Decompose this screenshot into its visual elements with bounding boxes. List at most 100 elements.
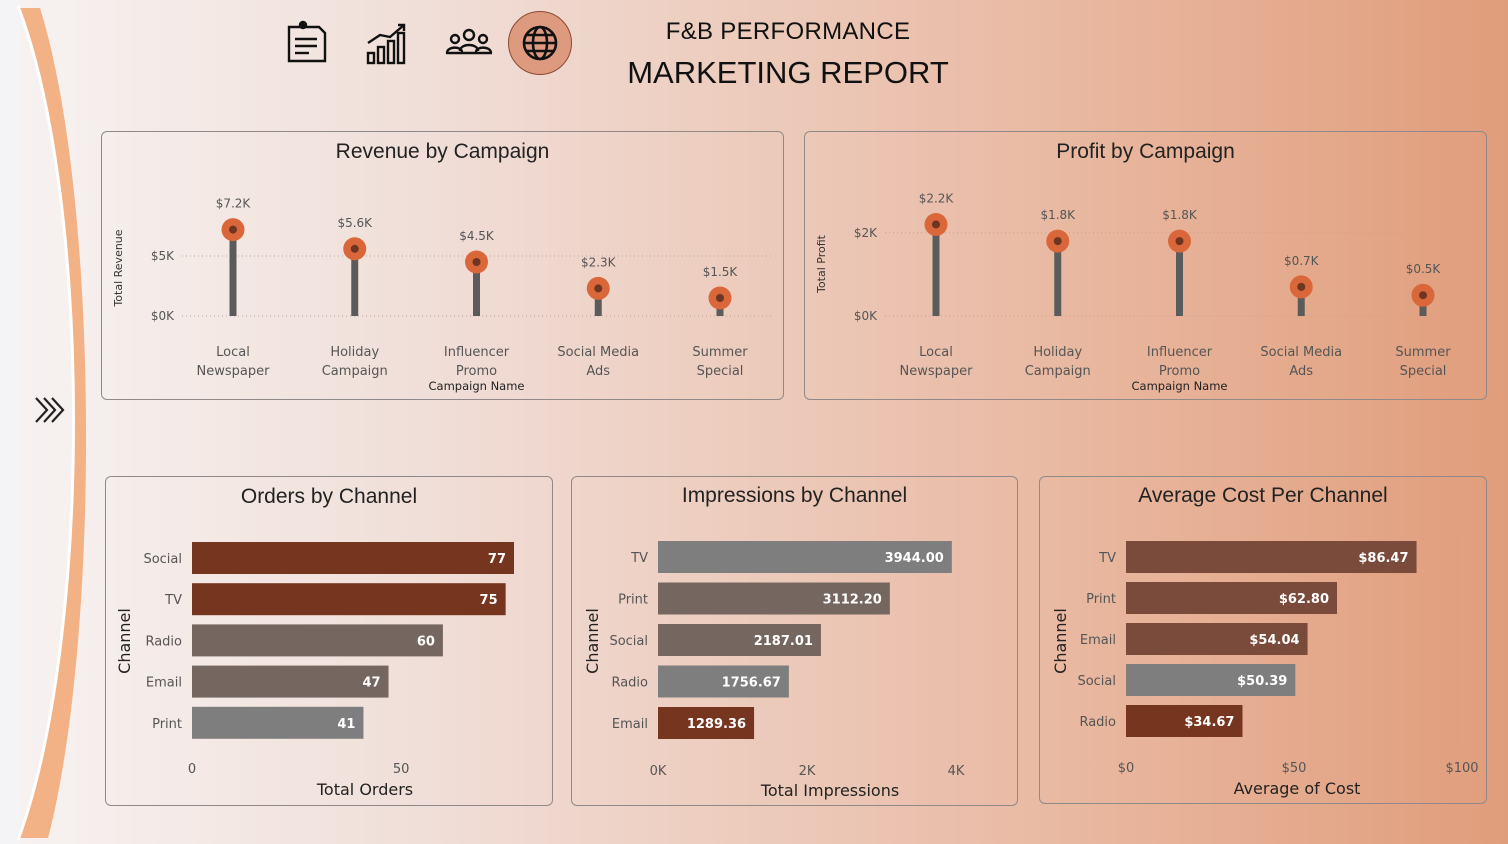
bar xyxy=(1126,623,1308,655)
y-axis-title: Channel xyxy=(583,608,602,674)
bar xyxy=(658,665,789,698)
x-tick-label: Newspaper xyxy=(900,364,974,379)
data-label: $1.8K xyxy=(1162,208,1198,222)
x-tick-label: Summer xyxy=(692,345,748,360)
globe-icon[interactable] xyxy=(508,11,572,75)
lollipop-center xyxy=(594,284,603,293)
lollipop-stem xyxy=(1297,286,1305,316)
bar xyxy=(658,624,821,656)
data-label: $2.2K xyxy=(919,191,955,205)
data-label: $1.8K xyxy=(1040,208,1076,222)
x-axis-title: Campaign Name xyxy=(1132,379,1228,393)
x-tick-label: Promo xyxy=(1159,364,1200,379)
data-label: $62.80 xyxy=(1279,592,1329,607)
clipboard-icon[interactable] xyxy=(278,14,336,72)
orders-card[interactable]: Orders by Channel Channel 77 Social 75 TV 60 R… xyxy=(105,476,553,806)
x-tick-label: Local xyxy=(216,345,250,360)
revenue-chart: Total Revenue $0K $5K $7.2K Local Newspaper $5… xyxy=(112,197,774,393)
bar xyxy=(658,541,952,573)
profit-chart: Total Profit $0K $2K $2.2K Local Newspaper $1.… xyxy=(815,191,1477,393)
x-tick-label: Summer xyxy=(1395,345,1451,360)
report-title: MARKETING REPORT xyxy=(627,55,949,90)
data-label: $7.2K xyxy=(216,197,252,211)
x-tick-label: Holiday xyxy=(330,345,379,360)
lollipop-center xyxy=(229,225,237,234)
bar xyxy=(1126,705,1243,737)
side-panel xyxy=(16,5,87,841)
people-icon[interactable] xyxy=(440,14,498,72)
y-tick-label: Print xyxy=(1086,592,1116,607)
data-label: 1756.67 xyxy=(722,676,781,691)
bar xyxy=(1126,541,1417,573)
profit-card[interactable]: Profit by Campaign Total Profit $0K $2K $2.… xyxy=(804,131,1487,400)
bar-growth-icon[interactable] xyxy=(358,14,416,72)
lollipop-center xyxy=(350,244,359,253)
x-tick-label: 50 xyxy=(393,762,410,777)
report-subtitle: F&B PERFORMANCE xyxy=(665,18,911,45)
y-tick-label: Email xyxy=(146,676,182,691)
impressions-card[interactable]: Impressions by Channel Channel 3944.00 TV 3… xyxy=(571,476,1018,806)
avgcost-chart-title: Average Cost Per Channel xyxy=(1138,484,1388,507)
revenue-chart-title: Revenue by Campaign xyxy=(335,140,550,163)
lollipop-stem xyxy=(351,248,359,316)
bar xyxy=(192,624,443,657)
data-label: $1.5K xyxy=(703,265,739,279)
x-tick-label: Newspaper xyxy=(197,364,271,379)
y-tick-label: Social xyxy=(609,634,648,649)
avgcost-chart: Channel $86.47 TV $62.80 Print $54.04 Email $50… xyxy=(1051,533,1479,798)
x-tick-label: Holiday xyxy=(1033,345,1082,360)
y-tick-label: Email xyxy=(1080,633,1116,648)
y-axis-title: Total Profit xyxy=(815,234,828,294)
bar xyxy=(192,542,514,574)
revenue-card[interactable]: Revenue by Campaign Total Revenue $0K $5K $… xyxy=(101,131,784,400)
lollipop-stem xyxy=(473,262,480,316)
y-tick-label: TV xyxy=(630,551,648,566)
y-tick-label: $2K xyxy=(854,226,878,240)
bar xyxy=(658,707,755,739)
x-axis-title: Average of Cost xyxy=(1234,779,1361,798)
lollipop-center xyxy=(1175,237,1184,246)
bar xyxy=(192,583,506,616)
y-tick-label: Print xyxy=(618,593,648,608)
impressions-chart-title: Impressions by Channel xyxy=(681,484,908,507)
y-tick-label: TV xyxy=(164,593,182,608)
data-label: $34.67 xyxy=(1184,715,1234,730)
bar xyxy=(192,665,389,698)
x-tick-label: Influencer xyxy=(1147,345,1213,360)
x-tick-label: Special xyxy=(1400,364,1447,379)
lollipop-center xyxy=(472,258,481,266)
data-label: $5.6K xyxy=(337,216,373,230)
data-label: $50.39 xyxy=(1237,674,1287,689)
impressions-chart: Channel 3944.00 TV 3112.20 Print 2187.01 Socia… xyxy=(583,541,965,800)
data-label: 77 xyxy=(488,552,506,567)
x-axis-title: Total Impressions xyxy=(760,781,899,800)
data-label: $0.5K xyxy=(1406,262,1442,276)
chevrons-right-icon[interactable] xyxy=(30,392,70,428)
data-label: 3944.00 xyxy=(885,551,944,566)
x-tick-label: Influencer xyxy=(444,345,510,360)
y-tick-label: Social xyxy=(143,552,182,567)
y-axis-title: Channel xyxy=(115,608,134,674)
x-tick-label: Social Media xyxy=(557,345,639,360)
orders-chart: Channel 77 Social 75 TV 60 Radio 47 Email 41 Print… xyxy=(115,542,514,799)
x-tick-label: Local xyxy=(919,345,953,360)
data-label: 2187.01 xyxy=(754,634,813,649)
x-axis-title: Total Orders xyxy=(316,780,413,799)
lollipop-stem xyxy=(1054,241,1062,316)
data-label: 47 xyxy=(362,676,380,691)
data-label: $86.47 xyxy=(1358,551,1408,566)
x-tick-label: Campaign xyxy=(1025,364,1091,379)
bar xyxy=(1126,582,1338,614)
x-tick-label: Special xyxy=(697,364,744,379)
avgcost-card[interactable]: Average Cost Per Channel Channel $86.47 TV… xyxy=(1039,476,1487,804)
bar xyxy=(1126,664,1296,696)
bar xyxy=(192,706,364,739)
y-tick-label: Social xyxy=(1077,674,1116,689)
lollipop-center xyxy=(1297,282,1306,291)
x-tick-label: Ads xyxy=(1289,364,1313,379)
data-label: 1289.36 xyxy=(687,717,746,732)
x-tick-label: Social Media xyxy=(1260,345,1342,360)
y-tick-label: Radio xyxy=(145,634,182,649)
y-axis-title: Channel xyxy=(1051,608,1070,674)
left-rail xyxy=(0,0,20,844)
